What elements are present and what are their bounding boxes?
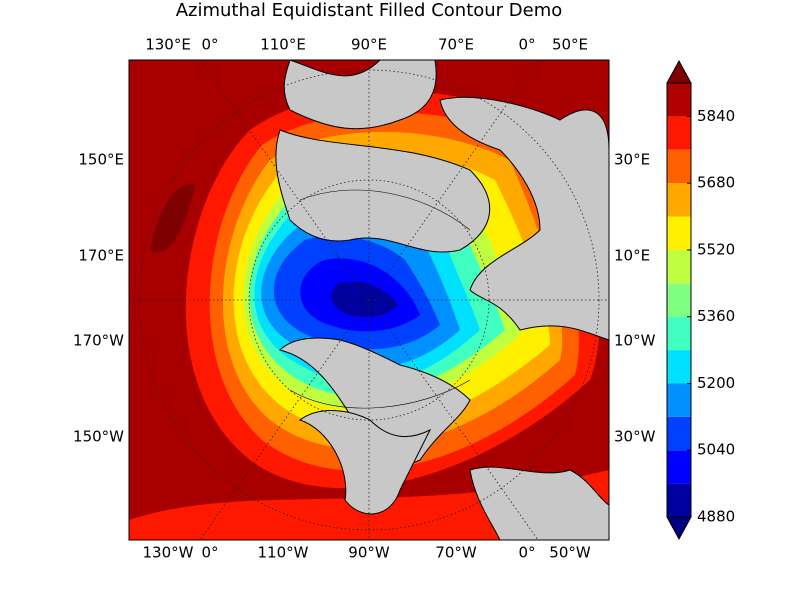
axis-label: 0°: [518, 36, 535, 54]
land: [298, 410, 432, 515]
axis-label: 150°E: [78, 151, 124, 169]
colorbar-extend: [666, 59, 692, 84]
graticule: [138, 69, 600, 531]
colorbar-tick-label: 5840: [697, 107, 735, 125]
axis-label: 130°E: [145, 36, 191, 54]
colorbar-band: [667, 450, 691, 484]
axis-label: 0°: [201, 544, 218, 562]
colorbar-tick-label: 5520: [697, 240, 735, 258]
colorbar-band: [667, 116, 691, 150]
axis-label: 50°W: [549, 544, 591, 562]
axis-label: 10°W: [614, 332, 656, 350]
colorbar-tick-label: 5360: [697, 307, 735, 325]
colorbar-band: [667, 149, 691, 184]
colorbar-extend: [666, 516, 692, 541]
axis-label: 90°W: [348, 544, 390, 562]
land: [469, 466, 609, 540]
graticule: [199, 60, 539, 540]
colorbar-band: [667, 350, 691, 384]
colorbar-band: [667, 249, 691, 284]
colorbar-band: [667, 183, 691, 217]
map: [129, 60, 609, 540]
axis-label: 110°E: [260, 36, 306, 54]
axis-label: 70°E: [438, 36, 474, 54]
colorbar-band: [667, 483, 691, 517]
graticule: [199, 60, 539, 540]
axis-label: 10°E: [614, 247, 650, 265]
contour-line: [289, 379, 471, 409]
axis-label: 110°W: [258, 544, 309, 562]
colorbar-band: [667, 216, 691, 250]
axis-label: 0°: [518, 544, 535, 562]
axis-label: 170°E: [78, 247, 124, 265]
colorbar-tick-label: 4880: [697, 508, 735, 526]
axis-label: 150°W: [73, 428, 124, 446]
land: [439, 96, 609, 341]
map-frame: [128, 59, 610, 541]
axis-label: 50°E: [552, 36, 588, 54]
colorbar-tick-label: 5200: [697, 374, 735, 392]
colorbar-tick-label: 5680: [697, 174, 735, 192]
colorbar-band: [667, 316, 691, 351]
axis-label: 30°E: [614, 151, 650, 169]
axis-label: 170°W: [73, 332, 124, 350]
axis-label: 130°W: [143, 544, 194, 562]
colorbar-frame: [666, 82, 692, 518]
axis-label: 70°W: [435, 544, 477, 562]
contour-line: [299, 189, 471, 231]
colorbar-band: [667, 283, 691, 317]
colorbar-tick-label: 5040: [697, 441, 735, 459]
field: [331, 282, 398, 317]
colorbar-band: [667, 83, 691, 117]
colorbar-band: [667, 416, 691, 451]
axis-label: 90°E: [351, 36, 387, 54]
colorbar-band: [667, 383, 691, 417]
axis-label: 0°: [201, 36, 218, 54]
land: [283, 60, 437, 130]
axis-label: 30°W: [614, 428, 656, 446]
land: [275, 129, 491, 253]
chart-title: Azimuthal Equidistant Filled Contour Dem…: [176, 0, 563, 21]
field: [150, 184, 195, 252]
